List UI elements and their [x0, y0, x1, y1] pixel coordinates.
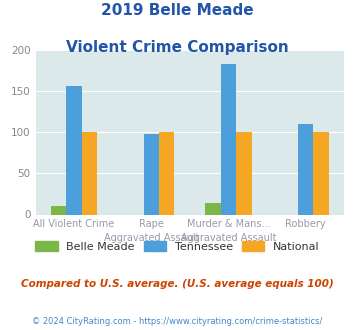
Text: Murder & Mans...: Murder & Mans...	[187, 219, 270, 229]
Bar	[298, 124, 313, 214]
Bar	[51, 206, 66, 214]
Text: Aggravated Assault: Aggravated Assault	[104, 233, 199, 243]
Bar	[143, 134, 159, 214]
Legend: Belle Meade, Tennessee, National: Belle Meade, Tennessee, National	[35, 241, 320, 252]
Bar	[82, 132, 97, 214]
Text: Robbery: Robbery	[285, 219, 326, 229]
Bar	[313, 132, 329, 214]
Bar	[205, 203, 221, 214]
Bar	[66, 86, 82, 214]
Text: 2019 Belle Meade: 2019 Belle Meade	[101, 3, 254, 18]
Bar	[159, 132, 174, 214]
Text: Aggravated Assault: Aggravated Assault	[181, 233, 276, 243]
Bar	[236, 132, 252, 214]
Text: Compared to U.S. average. (U.S. average equals 100): Compared to U.S. average. (U.S. average …	[21, 279, 334, 289]
Text: © 2024 CityRating.com - https://www.cityrating.com/crime-statistics/: © 2024 CityRating.com - https://www.city…	[32, 317, 323, 326]
Text: All Violent Crime: All Violent Crime	[33, 219, 115, 229]
Text: Violent Crime Comparison: Violent Crime Comparison	[66, 40, 289, 54]
Text: Rape: Rape	[139, 219, 164, 229]
Bar	[221, 63, 236, 214]
